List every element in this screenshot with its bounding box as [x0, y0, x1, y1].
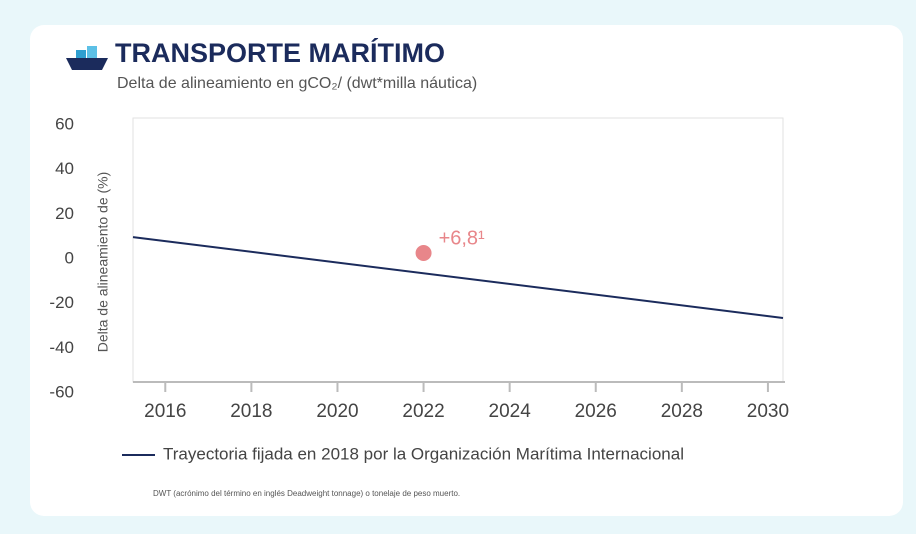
y-tick-label: 60 [55, 114, 74, 133]
chart-title: TRANSPORTE MARÍTIMO [115, 37, 445, 68]
y-tick-label: -60 [49, 382, 74, 401]
x-tick-label: 2024 [489, 401, 532, 422]
point [415, 244, 432, 261]
legend-label: Trayectoria fijada en 2018 por la Organi… [163, 444, 684, 463]
x-tick-label: 2028 [661, 401, 703, 422]
subtitle: Delta de alineamiento en gCO₂/ (dwt*mill… [117, 75, 477, 92]
y-tick-label: 40 [55, 159, 74, 178]
x-tick-label: 2018 [230, 401, 272, 422]
footnote: DWT (acrónimo del término en inglés Dead… [153, 489, 460, 498]
x-tick-label: 2020 [316, 401, 358, 422]
annotation: +6,8¹ [439, 227, 485, 249]
card [30, 25, 903, 516]
y-tick-label: -20 [49, 293, 74, 312]
y-axis-label: Delta de alineamiento de (%) [95, 172, 111, 353]
x-tick-label: 2016 [144, 401, 186, 422]
x-tick-label: 2026 [575, 401, 617, 422]
x-tick-label: 2022 [402, 401, 444, 422]
ship-icon [66, 46, 108, 70]
y-tick-label: 20 [55, 204, 74, 223]
x-tick-label: 2030 [747, 401, 789, 422]
line [132, 236, 784, 319]
y-tick-label: 0 [65, 248, 74, 267]
y-tick-label: -40 [49, 338, 74, 357]
